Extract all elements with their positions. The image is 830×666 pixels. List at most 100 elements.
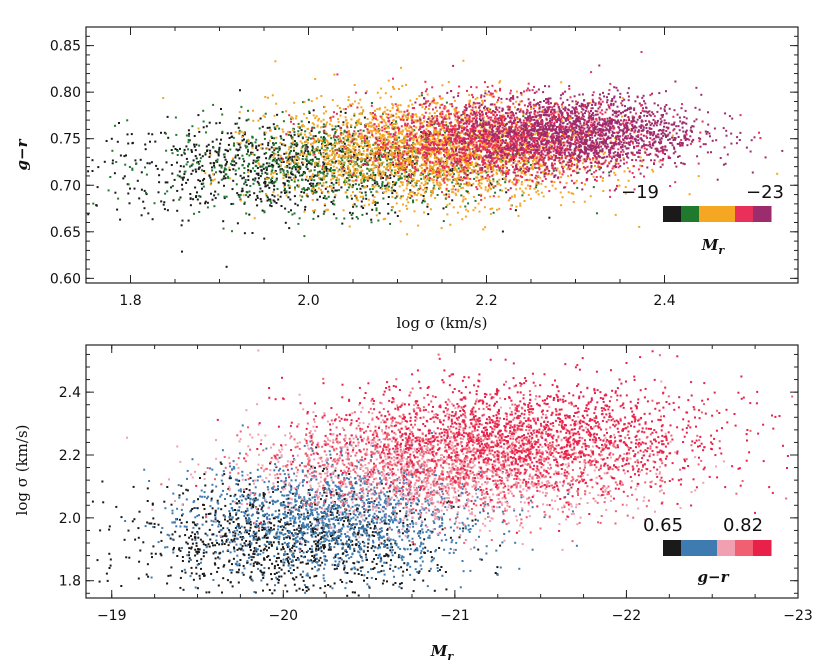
data-point xyxy=(480,96,483,99)
data-point xyxy=(453,166,456,169)
data-point xyxy=(247,142,250,145)
data-point xyxy=(301,158,304,160)
data-point xyxy=(629,122,632,125)
data-point xyxy=(312,135,315,138)
data-point xyxy=(622,150,625,153)
data-point xyxy=(329,143,332,145)
data-point xyxy=(346,121,349,124)
data-point xyxy=(282,143,285,146)
data-point xyxy=(246,139,249,142)
data-point xyxy=(362,197,365,200)
data-point xyxy=(398,175,401,178)
data-point xyxy=(196,191,198,194)
data-point xyxy=(127,183,130,186)
data-point xyxy=(448,141,450,144)
data-point xyxy=(415,97,418,100)
data-point xyxy=(361,135,364,138)
data-point xyxy=(204,152,207,154)
data-point xyxy=(425,139,428,141)
data-point xyxy=(496,155,499,158)
data-point xyxy=(294,162,297,165)
data-point xyxy=(424,180,427,183)
data-point xyxy=(346,189,349,192)
data-point xyxy=(383,120,386,123)
data-point xyxy=(348,130,350,132)
data-point xyxy=(502,114,505,117)
data-point xyxy=(176,209,179,212)
data-point xyxy=(409,189,412,192)
data-point xyxy=(372,143,375,146)
data-point xyxy=(325,132,328,135)
data-point xyxy=(475,162,478,165)
data-point xyxy=(387,196,390,198)
data-point xyxy=(349,136,352,139)
data-point xyxy=(365,141,368,144)
data-point xyxy=(529,164,532,166)
data-point xyxy=(357,102,360,105)
data-point xyxy=(199,195,202,198)
data-point xyxy=(591,125,593,128)
data-point xyxy=(445,193,448,196)
data-point xyxy=(448,116,451,118)
data-point xyxy=(436,101,439,104)
data-point xyxy=(185,157,188,160)
data-point xyxy=(388,126,390,129)
data-point xyxy=(422,102,425,105)
data-point xyxy=(317,187,320,190)
data-point xyxy=(395,165,398,167)
data-point xyxy=(480,171,483,174)
data-point xyxy=(381,149,384,151)
data-point xyxy=(429,167,432,170)
data-point xyxy=(205,125,208,128)
data-point xyxy=(576,110,579,113)
data-point xyxy=(408,170,411,172)
data-point xyxy=(328,163,331,166)
data-point xyxy=(535,184,538,187)
data-point xyxy=(560,81,563,84)
data-point xyxy=(392,163,394,166)
data-point xyxy=(360,106,363,109)
data-point xyxy=(425,175,428,178)
data-point xyxy=(411,103,414,106)
data-point xyxy=(344,178,347,181)
data-point xyxy=(371,153,374,155)
data-point xyxy=(583,105,585,108)
data-point xyxy=(457,190,460,193)
data-point xyxy=(201,155,204,158)
data-point xyxy=(639,164,642,167)
data-point xyxy=(456,121,459,124)
data-point xyxy=(535,132,538,135)
data-point xyxy=(247,195,250,198)
data-point xyxy=(507,169,509,172)
data-point xyxy=(370,148,373,151)
data-point xyxy=(460,169,463,172)
data-point xyxy=(219,142,222,145)
data-point xyxy=(366,149,369,152)
data-point xyxy=(326,156,328,159)
data-point xyxy=(480,114,483,117)
data-point xyxy=(422,132,425,135)
data-point xyxy=(270,205,273,208)
data-point xyxy=(317,165,319,168)
data-point xyxy=(489,195,492,198)
data-point xyxy=(501,230,504,233)
data-point xyxy=(501,156,504,159)
data-point xyxy=(251,152,254,155)
data-point xyxy=(362,207,365,209)
data-point xyxy=(466,156,469,159)
data-point xyxy=(247,175,250,178)
data-point xyxy=(442,164,445,166)
data-point xyxy=(480,126,483,129)
data-point xyxy=(193,135,196,137)
data-point xyxy=(433,150,436,153)
data-point xyxy=(326,208,329,211)
data-point xyxy=(396,109,399,112)
data-point xyxy=(202,109,205,112)
data-point xyxy=(454,192,457,195)
data-point xyxy=(646,132,649,135)
data-point xyxy=(140,188,143,191)
data-point xyxy=(392,146,395,149)
data-point xyxy=(453,108,456,111)
data-point xyxy=(362,136,364,139)
data-point xyxy=(513,160,516,163)
